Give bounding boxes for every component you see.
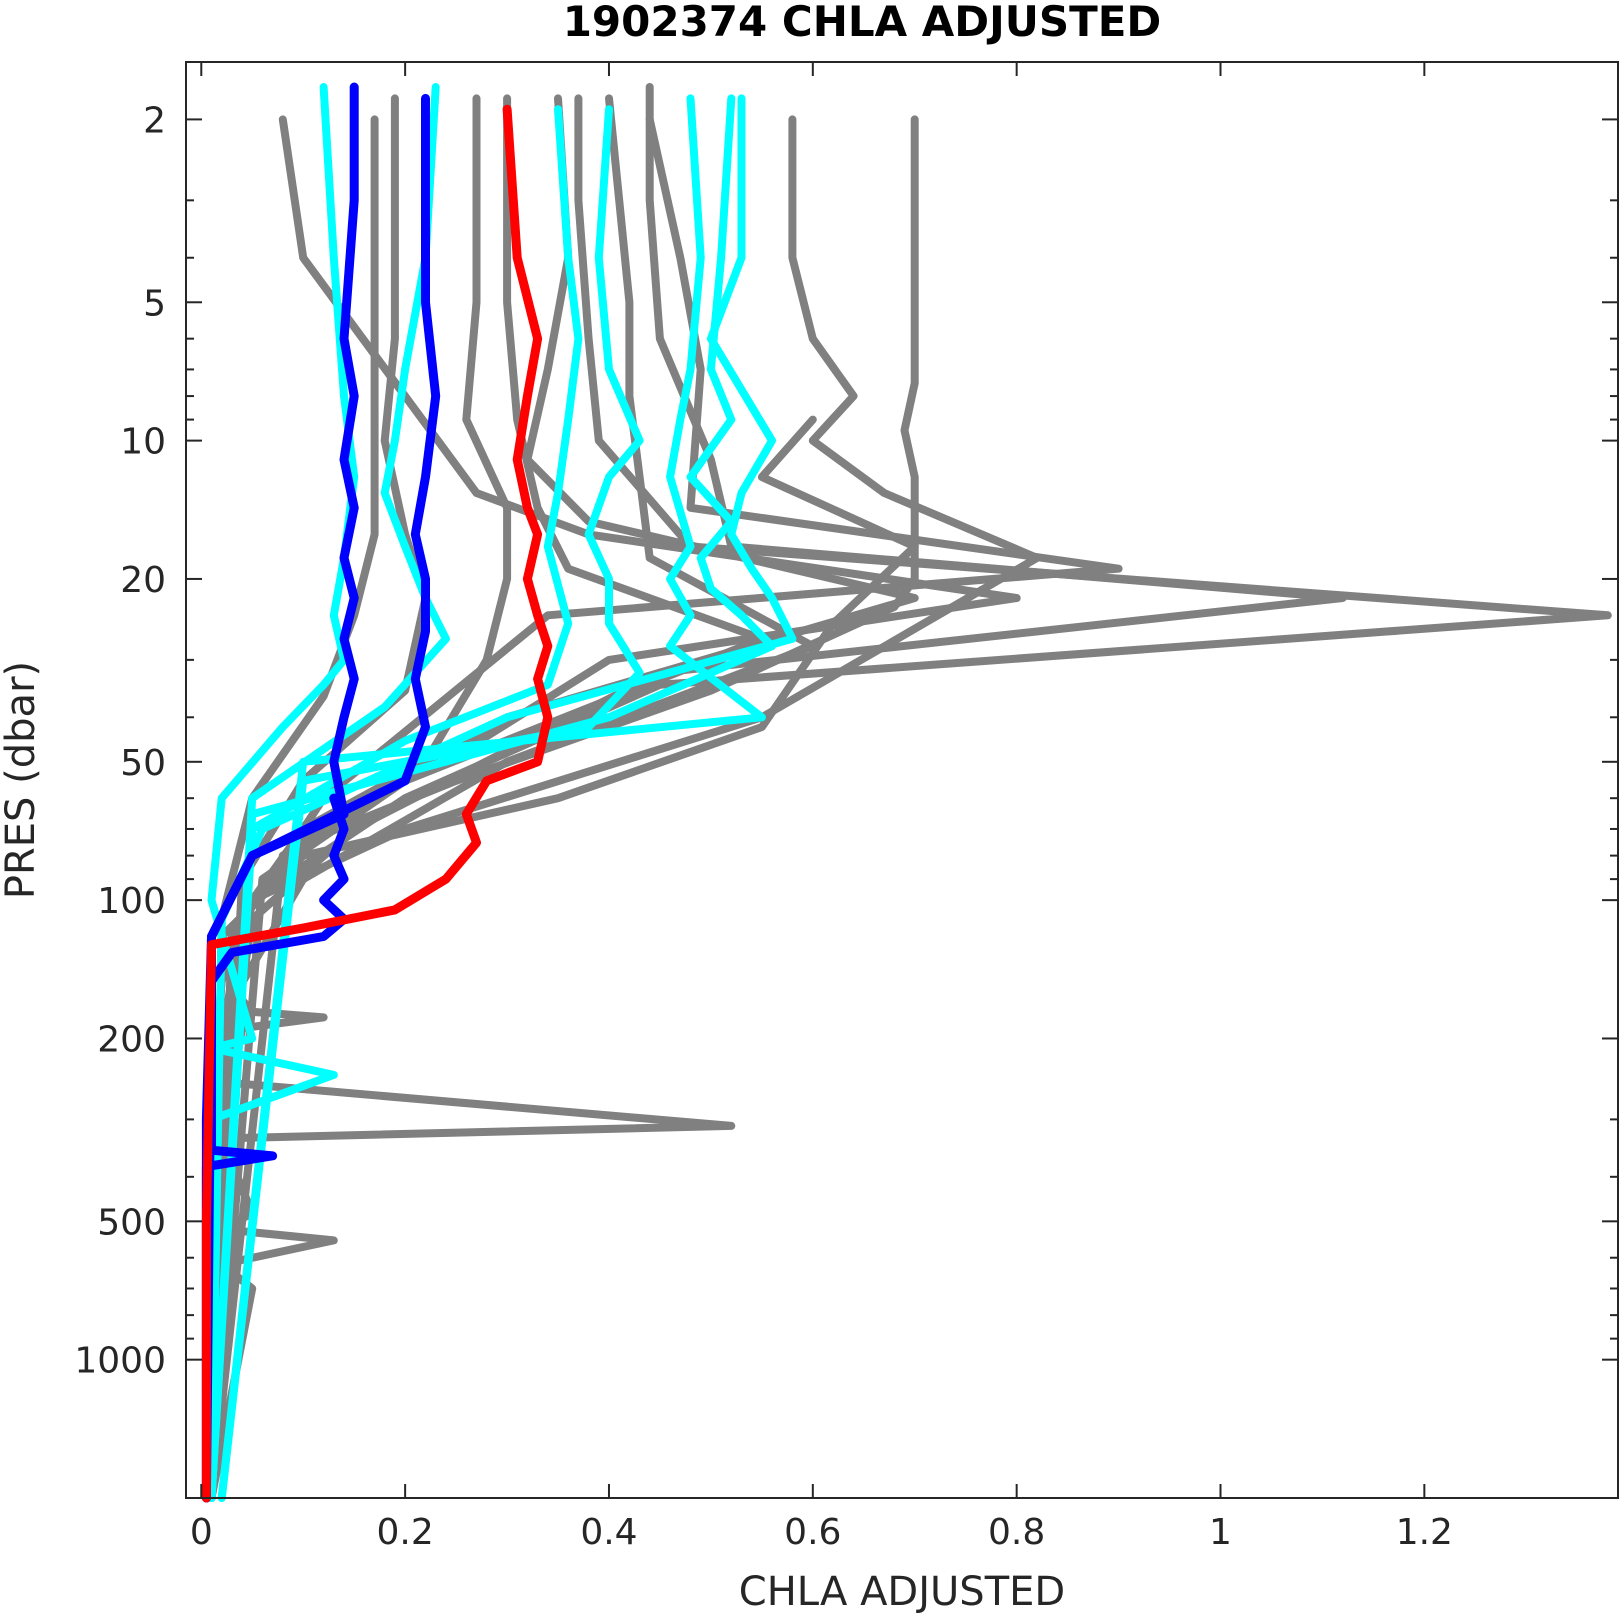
chart-title: 1902374 CHLA ADJUSTED <box>563 0 1162 46</box>
y-tick-label-4: 50 <box>120 743 166 784</box>
y-tick-label-1: 5 <box>143 283 166 324</box>
x-tick-label-0: 0 <box>190 1512 213 1553</box>
profile-line-gray-8 <box>207 94 766 1502</box>
y-tick-label-6: 200 <box>97 1019 166 1060</box>
x-tick-label-4: 0.8 <box>988 1512 1045 1553</box>
profile-line-cyan-19 <box>207 94 776 1502</box>
y-tick-label-0: 2 <box>143 100 166 141</box>
y-tick-label-5: 100 <box>97 881 166 922</box>
x-tick-label-3: 0.6 <box>784 1512 841 1553</box>
profile-line-gray-13 <box>207 977 736 1502</box>
x-tick-label-6: 1.2 <box>1396 1512 1453 1553</box>
profile-line-blue-23 <box>201 793 349 1503</box>
y-tick-label-7: 500 <box>97 1202 166 1243</box>
profile-line-gray-7 <box>207 94 919 1502</box>
series-layer <box>201 82 1612 1503</box>
profile-line-cyan-18 <box>217 94 766 1502</box>
profile-line-red-24 <box>201 104 553 1503</box>
y-tick-label-3: 20 <box>120 560 166 601</box>
ticks-layer: 0 0.2 0.4 0.6 0.8 1 1.2 2 5 10 20 50 100 200 500 1000 <box>74 62 1618 1553</box>
profile-line-blue-22 <box>201 93 441 1503</box>
y-axis-label: PRES (dbar) <box>0 661 44 899</box>
x-tick-label-2: 0.4 <box>580 1512 637 1553</box>
x-axis-label: CHLA ADJUSTED <box>739 1569 1065 1615</box>
plot-frame <box>185 61 1619 1499</box>
x-tick-label-5: 1 <box>1209 1512 1232 1553</box>
profile-line-cyan-20 <box>207 94 797 1502</box>
x-tick-label-1: 0.2 <box>376 1512 433 1553</box>
y-tick-label-8: 1000 <box>74 1341 166 1382</box>
y-tick-label-2: 10 <box>120 422 166 463</box>
